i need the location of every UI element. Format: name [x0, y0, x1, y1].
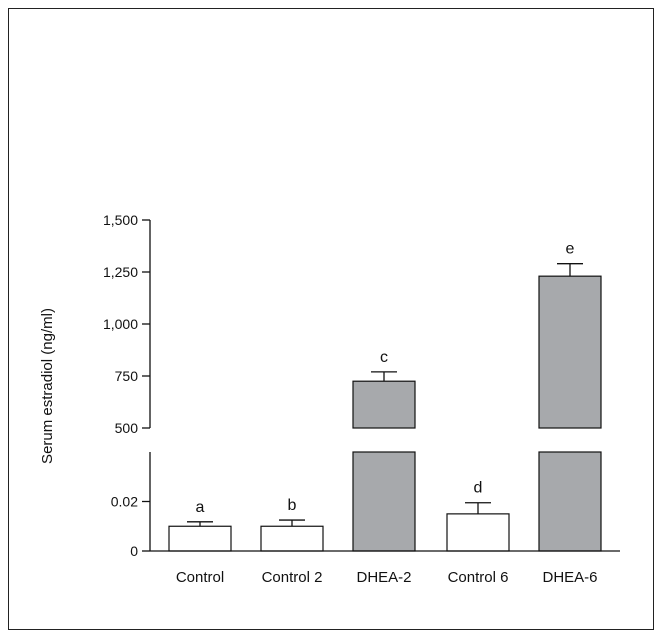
- y-tick-label: 1,000: [103, 316, 138, 332]
- y-tick-label: 1,250: [103, 264, 138, 280]
- y-axis-lower: 00.02: [111, 452, 151, 559]
- bar: [352, 380, 416, 429]
- bar: [446, 513, 510, 552]
- y-tick-label: 500: [115, 420, 139, 436]
- y-tick-label: 0.02: [111, 494, 138, 510]
- significance-letter: a: [196, 499, 205, 516]
- x-tick-label: Control: [176, 569, 224, 586]
- bar-lower-section: [352, 451, 416, 552]
- y-axis-label: Serum estradiol (ng/ml): [39, 308, 56, 464]
- y-tick-label: 750: [115, 368, 139, 384]
- bar-group: a: [168, 499, 232, 552]
- y-axis-upper: 500 750 1,000 1,250 1,500: [103, 212, 151, 436]
- bar: [168, 525, 232, 552]
- bar: [538, 275, 602, 429]
- bar-group: c: [352, 349, 416, 552]
- figure-border: [8, 8, 654, 630]
- x-tick-label: Control 6: [448, 569, 509, 586]
- x-tick-label: Control 2: [262, 569, 323, 586]
- significance-letter: b: [288, 497, 297, 514]
- significance-letter: d: [474, 480, 483, 497]
- x-tick-label: DHEA-6: [542, 569, 597, 586]
- significance-letter: c: [380, 349, 388, 366]
- bar-lower-section: [538, 451, 602, 552]
- x-tick-label: DHEA-2: [356, 569, 411, 586]
- bar-group: b: [260, 497, 324, 552]
- bar-group: d: [446, 480, 510, 552]
- bar: [260, 525, 324, 552]
- bar-chart: Serum estradiol (ng/ml) 500 750 1,000 1,250…: [39, 212, 620, 586]
- y-tick-label: 0: [130, 543, 138, 559]
- bar-group: e: [538, 241, 602, 552]
- significance-letter: e: [566, 241, 575, 258]
- y-tick-label: 1,500: [103, 212, 138, 228]
